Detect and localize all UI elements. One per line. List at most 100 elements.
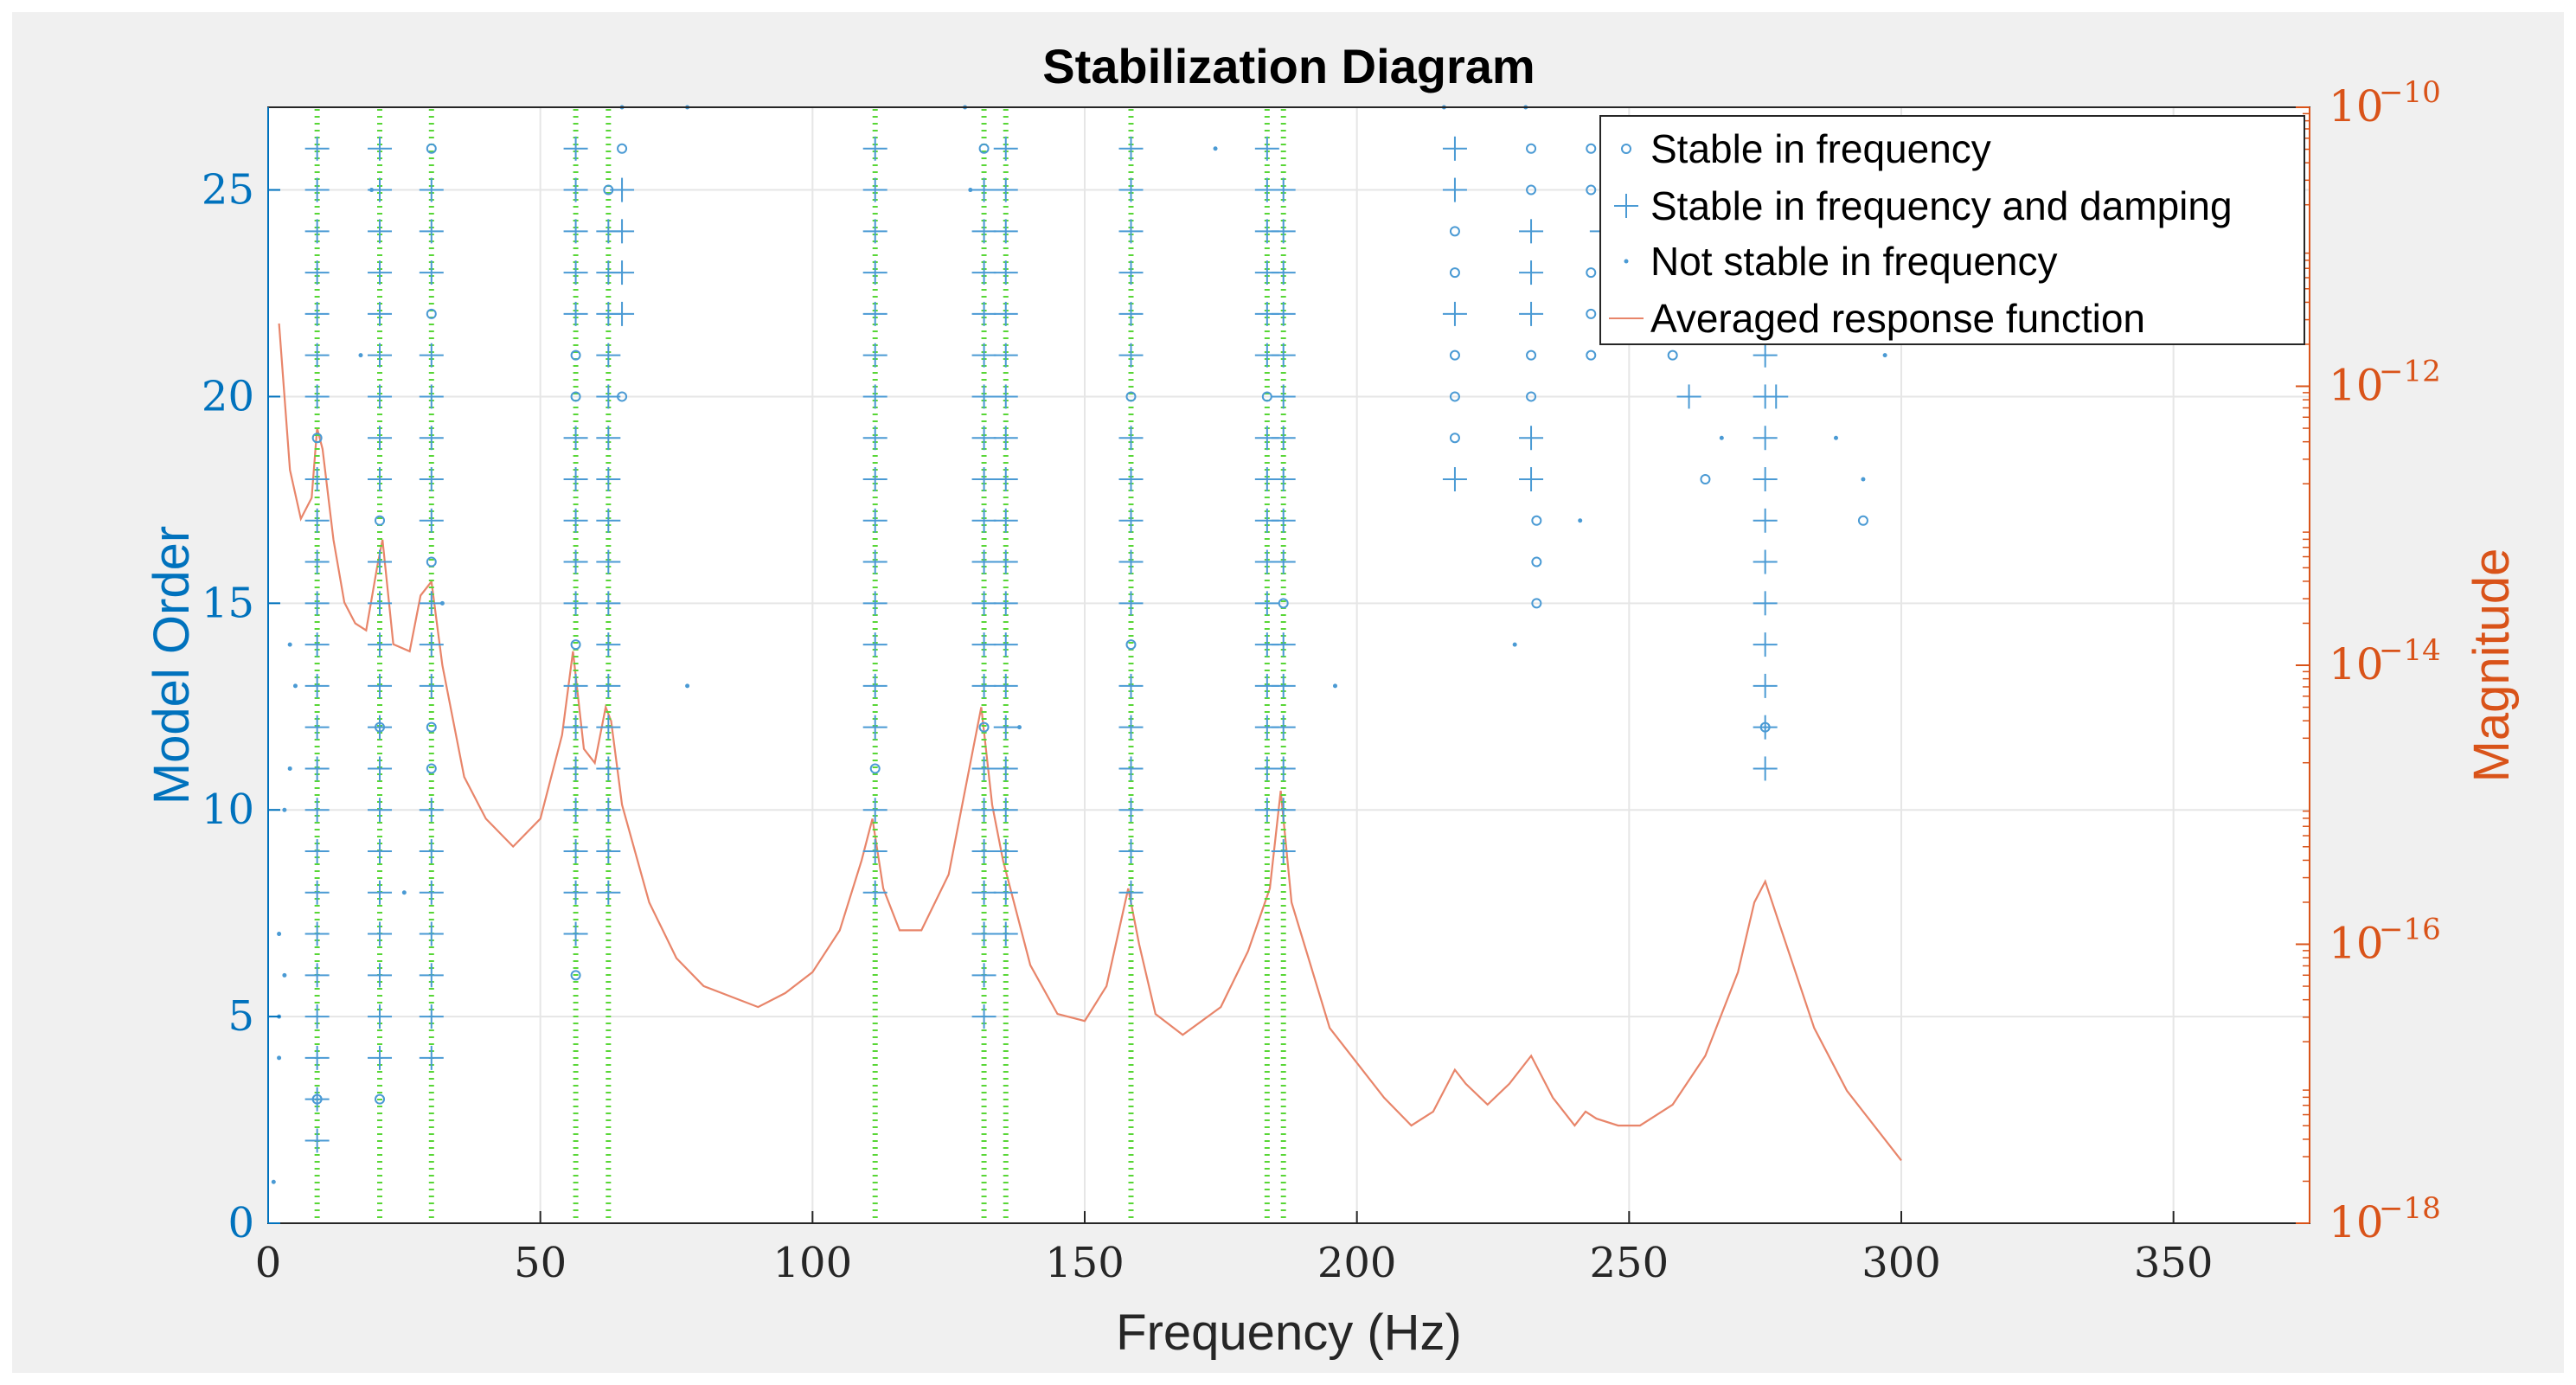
marker-stable-freq-damp — [368, 756, 393, 781]
marker-stable-freq-damp — [971, 921, 996, 946]
marker-not-stable — [1512, 642, 1517, 647]
marker-stable-freq-damp — [1118, 467, 1144, 491]
marker-stable-freq-damp — [304, 1087, 330, 1112]
marker-stable-freq-damp — [419, 426, 444, 451]
marker-stable-freq — [1449, 391, 1460, 402]
averaged-response-layer — [278, 323, 1902, 1162]
marker-stable-freq-damp — [971, 384, 996, 409]
marker-stable-freq-damp — [368, 632, 393, 657]
marker-stable-freq-damp — [304, 549, 330, 574]
marker-stable-freq-damp — [993, 219, 1018, 244]
marker-stable-freq-damp — [368, 880, 393, 905]
marker-stable-freq-damp — [993, 756, 1018, 781]
marker-stable-freq-damp — [1118, 673, 1144, 698]
marker-stable-freq-damp — [1118, 880, 1144, 905]
marker-stable-freq — [426, 556, 437, 567]
marker-stable-freq-damp — [971, 673, 996, 698]
marker-not-stable — [287, 642, 292, 647]
marker-stable-freq — [570, 349, 581, 361]
marker-stable-freq-damp — [862, 549, 888, 574]
marker-stable-freq-damp — [1118, 219, 1144, 244]
marker-stable-freq-damp — [304, 136, 330, 161]
marker-stable-freq-damp — [304, 343, 330, 368]
marker-stable-freq-damp — [971, 343, 996, 368]
marker-stable-freq-damp — [596, 343, 621, 368]
marker-stable-freq-damp — [304, 839, 330, 863]
marker-stable-freq-damp — [419, 673, 444, 698]
marker-stable-freq-damp — [596, 467, 621, 491]
marker-stable-freq-damp — [304, 673, 330, 698]
marker-stable-freq-damp — [1271, 301, 1296, 326]
marker-stable-freq-damp — [1254, 591, 1279, 616]
marker-stable-freq-damp — [368, 219, 393, 244]
marker-stable-freq-damp — [993, 673, 1018, 698]
marker-stable-freq-damp — [993, 798, 1018, 823]
marker-stable-freq-damp — [1753, 549, 1778, 574]
marker-stable-freq-damp — [1271, 673, 1296, 698]
marker-stable-freq-damp — [862, 301, 888, 326]
marker-stable-freq — [375, 721, 386, 733]
marker-stable-freq-damp — [1753, 591, 1778, 616]
marker-stable-freq — [1531, 515, 1542, 526]
marker-stable-freq — [570, 639, 581, 651]
marker-stable-freq-damp — [419, 384, 444, 409]
marker-stable-freq-damp — [862, 136, 888, 161]
marker-stable-freq-damp — [993, 467, 1018, 491]
marker-stable-freq-damp — [971, 963, 996, 988]
x-tick-label: 100 — [773, 1239, 853, 1287]
marker-stable-freq-damp — [1519, 467, 1544, 491]
marker-stable-freq-damp — [1118, 839, 1144, 863]
axes-ticks: 0 50 100 150 200 250 300 350051015202510−1010−1… — [202, 75, 2441, 1287]
marker-stable-freq-damp — [419, 839, 444, 863]
marker-not-stable — [292, 683, 298, 689]
pole-markers — [271, 105, 1887, 1184]
marker-stable-freq-damp — [1271, 839, 1296, 863]
marker-stable-freq-damp — [610, 219, 635, 244]
marker-stable-freq — [426, 143, 437, 154]
marker-stable-freq-damp — [610, 301, 635, 326]
marker-stable-freq-damp — [1442, 467, 1467, 491]
marker-stable-freq-damp — [419, 467, 444, 491]
marker-stable-freq-damp — [368, 260, 393, 285]
marker-stable-freq-damp — [563, 508, 588, 533]
marker-stable-freq-damp — [971, 508, 996, 533]
legend-entry-not-stable: Not stable in frequency — [1650, 239, 2058, 284]
marker-stable-freq-damp — [1118, 136, 1144, 161]
marker-stable-freq-damp — [419, 343, 444, 368]
marker-stable-freq-damp — [862, 426, 888, 451]
marker-stable-freq — [603, 184, 614, 196]
marker-stable-freq-damp — [971, 426, 996, 451]
marker-not-stable — [1578, 518, 1583, 523]
marker-stable-freq-damp — [1753, 467, 1778, 491]
marker-stable-freq-damp — [862, 632, 888, 657]
marker-stable-freq-damp — [1271, 715, 1296, 740]
marker-stable-freq-damp — [971, 632, 996, 657]
marker-stable-freq-damp — [1519, 426, 1544, 451]
marker-stable-freq-damp — [563, 136, 588, 161]
marker-stable-freq-damp — [563, 673, 588, 698]
marker-stable-freq-damp — [1442, 301, 1467, 326]
marker-stable-freq-damp — [419, 921, 444, 946]
marker-stable-freq-damp — [971, 1004, 996, 1029]
marker-stable-freq-damp — [862, 260, 888, 285]
marker-stable-freq-damp — [368, 673, 393, 698]
marker-stable-freq — [978, 721, 990, 733]
marker-stable-freq-damp — [1519, 301, 1544, 326]
marker-stable-freq-damp — [304, 715, 330, 740]
legend-entry-stable-frequency-damping: Stable in frequency and damping — [1650, 183, 2233, 228]
marker-stable-freq — [426, 763, 437, 774]
marker-stable-freq-damp — [304, 1045, 330, 1070]
marker-stable-freq — [1278, 598, 1289, 609]
marker-stable-freq — [1586, 143, 1597, 154]
marker-stable-freq-damp — [596, 508, 621, 533]
marker-stable-freq-damp — [419, 798, 444, 823]
x-tick-label: 200 — [1317, 1239, 1397, 1287]
marker-stable-freq-damp — [304, 880, 330, 905]
legend-circle-icon — [1621, 144, 1631, 154]
y-tick-right-exponent: −14 — [2379, 633, 2441, 668]
marker-stable-freq-damp — [368, 467, 393, 491]
marker-stable-freq — [1526, 184, 1537, 196]
marker-not-stable — [439, 600, 445, 606]
marker-stable-freq-damp — [368, 384, 393, 409]
marker-stable-freq-damp — [563, 549, 588, 574]
